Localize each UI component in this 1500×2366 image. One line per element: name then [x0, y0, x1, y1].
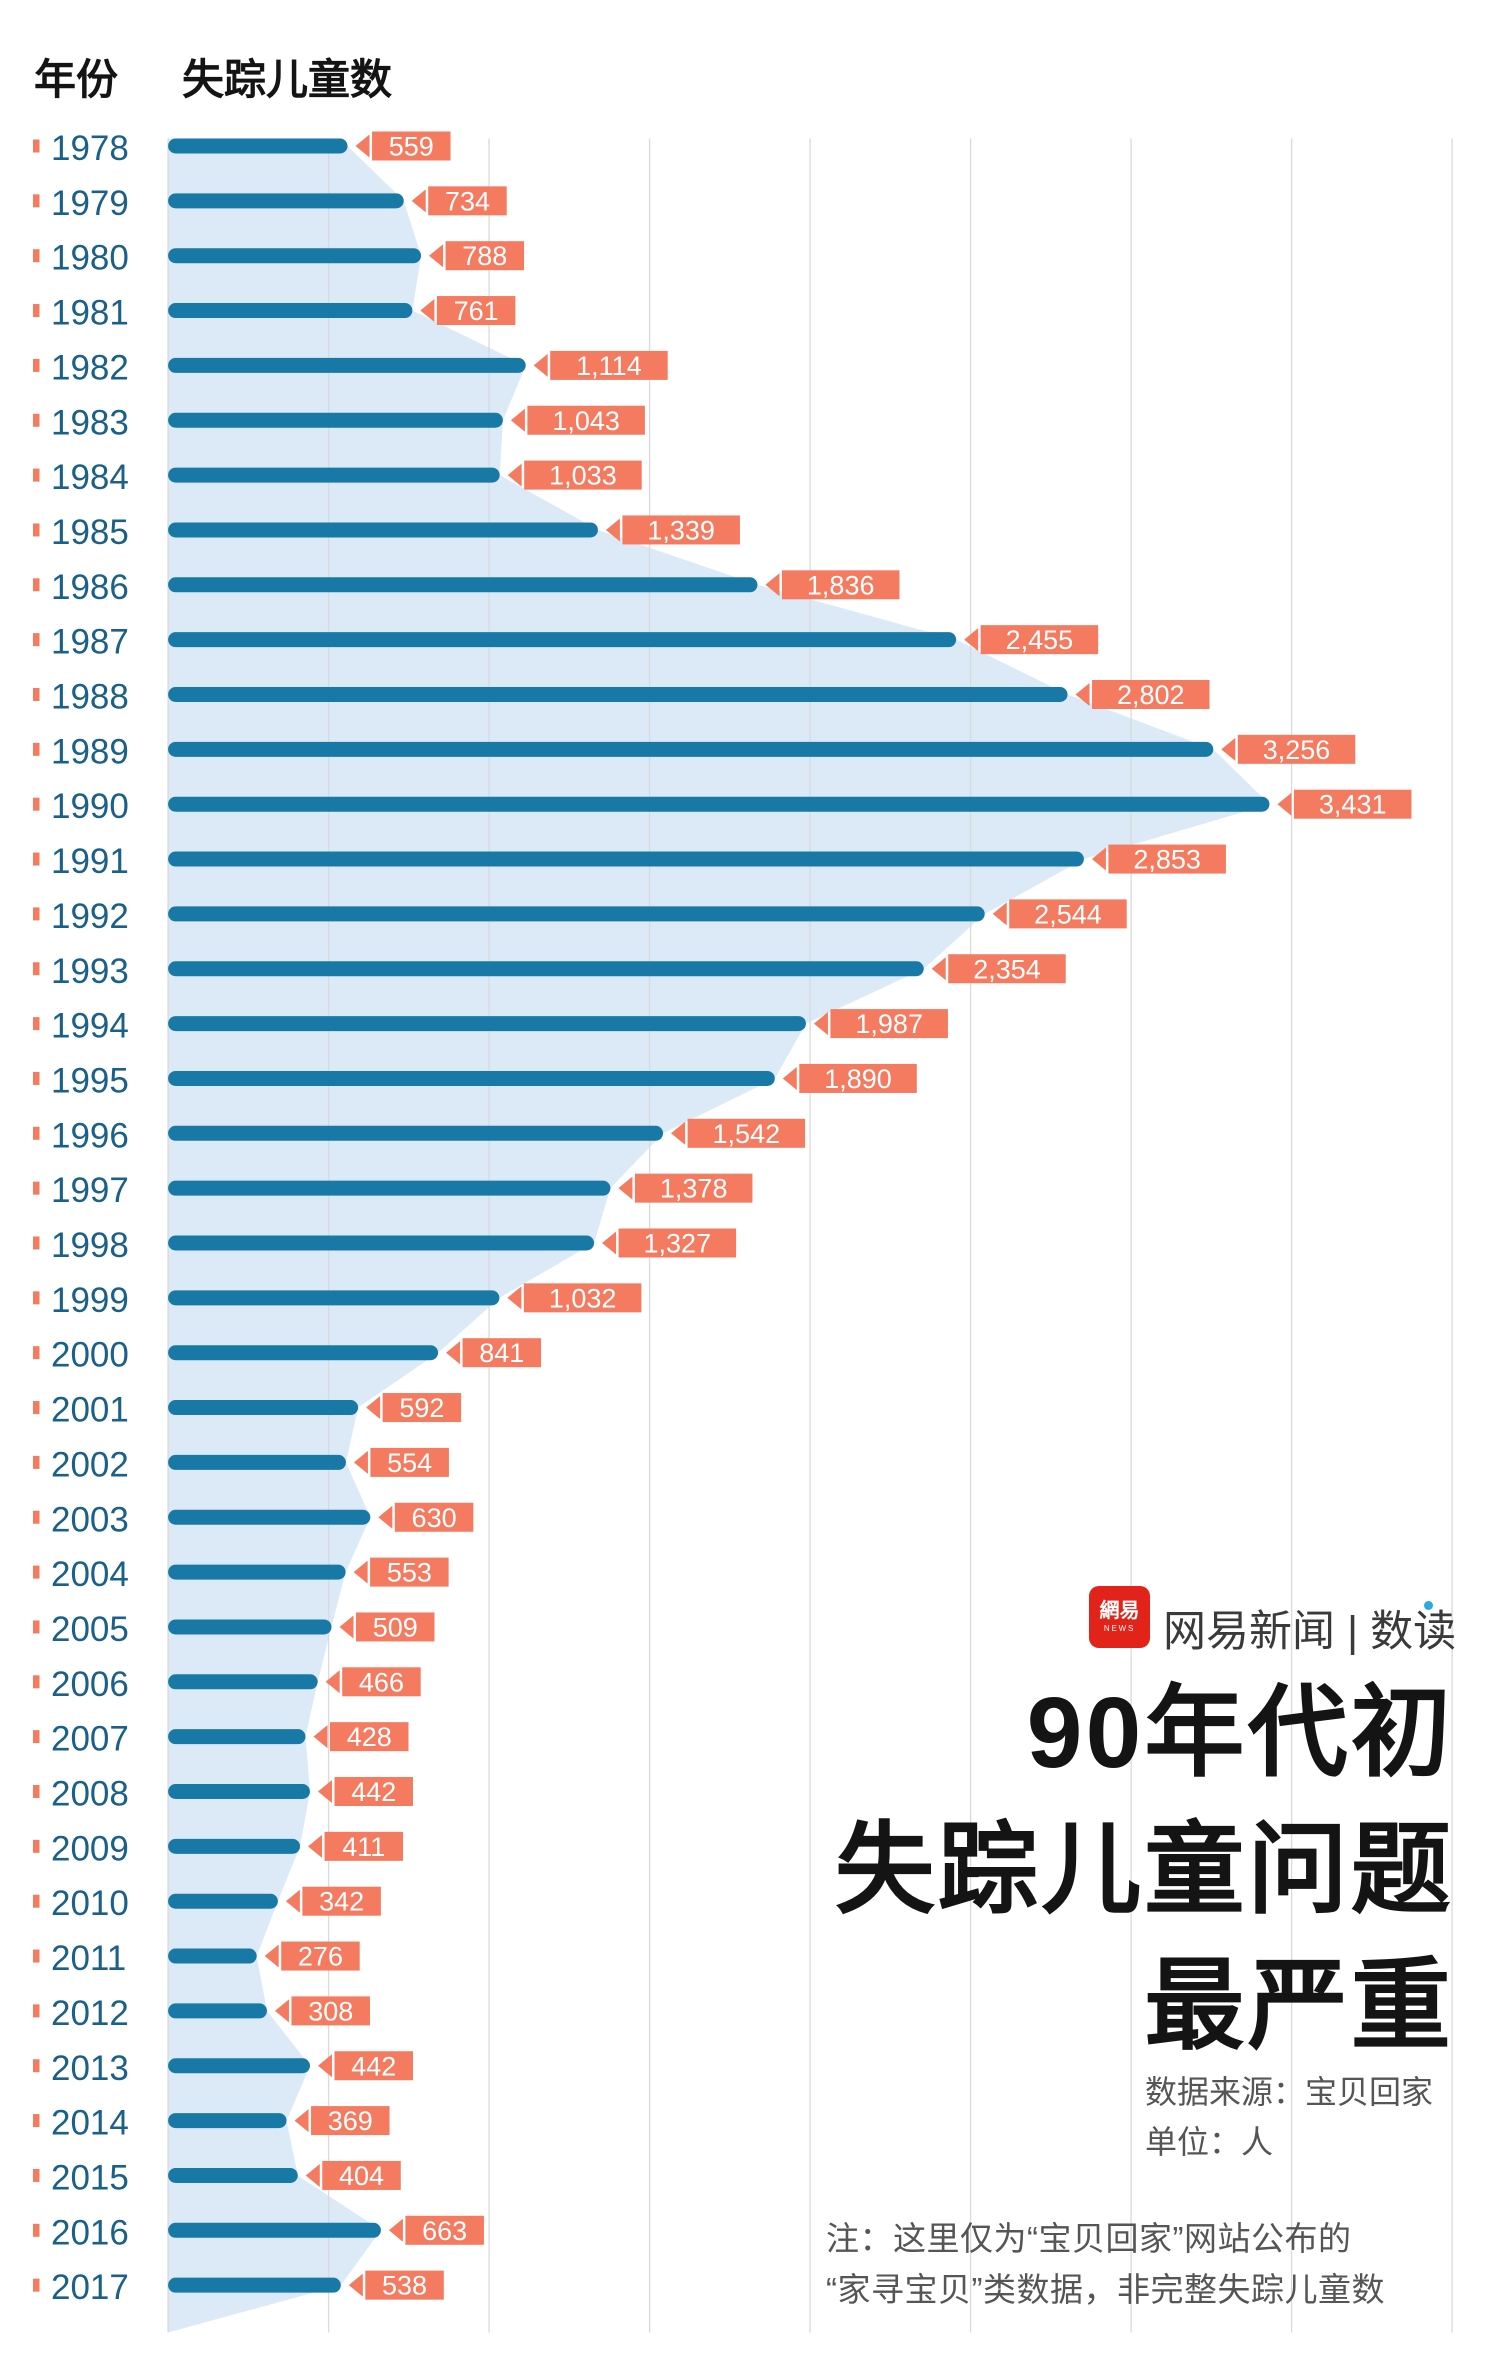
- svg-text:1991: 1991: [51, 842, 129, 881]
- svg-text:2012: 2012: [51, 1994, 129, 2033]
- svg-text:1997: 1997: [51, 1171, 129, 1210]
- svg-text:2005: 2005: [51, 1610, 129, 1649]
- svg-text:1986: 1986: [51, 568, 129, 607]
- svg-text:1,836: 1,836: [807, 570, 875, 600]
- svg-text:1,987: 1,987: [855, 1009, 923, 1039]
- svg-text:2014: 2014: [51, 2104, 129, 2143]
- svg-text:509: 509: [373, 1612, 418, 1642]
- svg-text:1978: 1978: [51, 129, 129, 168]
- svg-text:1989: 1989: [51, 732, 129, 771]
- svg-text:2004: 2004: [51, 1555, 129, 1594]
- svg-text:2,853: 2,853: [1133, 845, 1201, 875]
- svg-text:2,354: 2,354: [973, 954, 1041, 984]
- svg-text:2,544: 2,544: [1034, 899, 1102, 929]
- svg-text:1995: 1995: [51, 1061, 129, 1100]
- svg-text:554: 554: [387, 1448, 432, 1478]
- svg-text:553: 553: [387, 1558, 432, 1588]
- svg-text:1982: 1982: [51, 348, 129, 387]
- svg-text:2003: 2003: [51, 1500, 129, 1539]
- svg-text:411: 411: [342, 1832, 385, 1862]
- svg-text:2017: 2017: [51, 2268, 129, 2307]
- svg-text:442: 442: [351, 2051, 396, 2081]
- svg-text:761: 761: [454, 296, 499, 326]
- svg-text:276: 276: [298, 1942, 343, 1972]
- svg-text:2007: 2007: [51, 1720, 129, 1759]
- svg-text:1,032: 1,032: [549, 1283, 617, 1313]
- svg-text:663: 663: [422, 2216, 467, 2246]
- svg-text:1988: 1988: [51, 678, 129, 717]
- svg-text:2015: 2015: [51, 2158, 129, 2197]
- svg-text:1,542: 1,542: [713, 1119, 781, 1149]
- svg-text:1,890: 1,890: [824, 1064, 892, 1094]
- svg-text:1,114: 1,114: [576, 351, 642, 381]
- svg-text:1994: 1994: [51, 1007, 129, 1046]
- svg-text:466: 466: [359, 1667, 404, 1697]
- svg-text:1985: 1985: [51, 513, 129, 552]
- svg-text:2011: 2011: [51, 1939, 126, 1978]
- svg-text:1992: 1992: [51, 897, 129, 936]
- svg-text:841: 841: [479, 1338, 524, 1368]
- svg-text:2010: 2010: [51, 1884, 129, 1923]
- svg-text:630: 630: [412, 1503, 457, 1533]
- svg-text:3,256: 3,256: [1263, 735, 1331, 765]
- svg-text:1979: 1979: [51, 184, 129, 223]
- svg-text:538: 538: [382, 2271, 427, 2301]
- svg-text:1981: 1981: [51, 294, 129, 333]
- svg-text:734: 734: [445, 186, 490, 216]
- svg-text:2000: 2000: [51, 1336, 129, 1375]
- svg-text:308: 308: [308, 1996, 353, 2026]
- svg-text:788: 788: [462, 241, 507, 271]
- svg-text:2009: 2009: [51, 1829, 129, 1868]
- svg-text:1,339: 1,339: [647, 515, 715, 545]
- svg-text:1984: 1984: [51, 458, 129, 497]
- svg-text:1996: 1996: [51, 1116, 129, 1155]
- svg-text:404: 404: [339, 2161, 384, 2191]
- svg-text:2,802: 2,802: [1117, 680, 1185, 710]
- svg-text:1,043: 1,043: [552, 406, 620, 436]
- svg-text:2008: 2008: [51, 1775, 129, 1814]
- svg-text:1999: 1999: [51, 1281, 129, 1320]
- svg-text:1987: 1987: [51, 623, 129, 662]
- svg-text:442: 442: [351, 1777, 396, 1807]
- svg-text:1990: 1990: [51, 787, 129, 826]
- svg-text:1,033: 1,033: [549, 461, 617, 491]
- svg-text:1980: 1980: [51, 239, 129, 278]
- svg-text:2001: 2001: [51, 1391, 129, 1430]
- svg-text:428: 428: [347, 1722, 392, 1752]
- svg-text:2006: 2006: [51, 1665, 129, 1704]
- svg-text:2013: 2013: [51, 2049, 129, 2088]
- svg-text:1,327: 1,327: [644, 1229, 712, 1259]
- svg-text:1983: 1983: [51, 403, 129, 442]
- svg-text:2016: 2016: [51, 2213, 129, 2252]
- svg-text:1998: 1998: [51, 1226, 129, 1265]
- svg-text:3,431: 3,431: [1319, 790, 1387, 820]
- svg-text:559: 559: [389, 132, 434, 162]
- svg-text:369: 369: [328, 2106, 373, 2136]
- svg-text:592: 592: [399, 1393, 444, 1423]
- svg-text:2002: 2002: [51, 1445, 129, 1484]
- svg-text:342: 342: [319, 1887, 364, 1917]
- svg-text:2,455: 2,455: [1006, 625, 1074, 655]
- svg-text:1993: 1993: [51, 952, 129, 991]
- svg-text:1,378: 1,378: [660, 1174, 728, 1204]
